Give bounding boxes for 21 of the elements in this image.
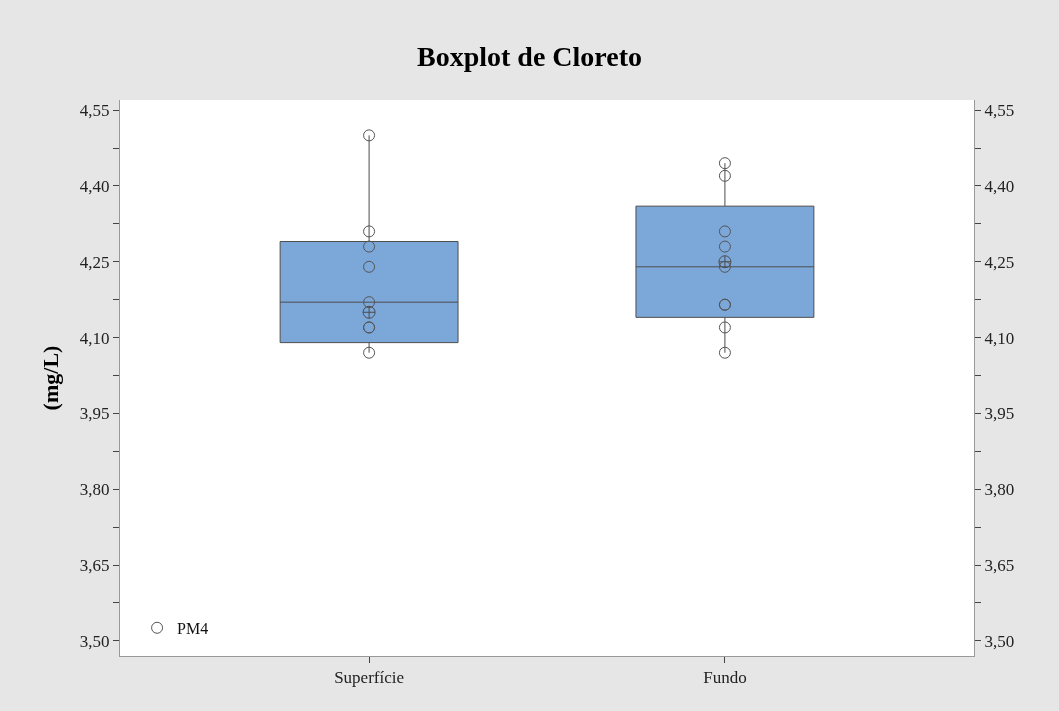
y-tick-label: 3,65 bbox=[79, 555, 110, 575]
y-tick-label: 4,10 bbox=[79, 328, 110, 348]
y2-tick-label: 4,40 bbox=[984, 176, 1015, 196]
y2-tick-label: 3,50 bbox=[984, 631, 1015, 651]
y2-tick-label: 4,25 bbox=[984, 252, 1015, 272]
y2-tick-label: 3,65 bbox=[984, 555, 1015, 575]
y-tick-label: 3,95 bbox=[79, 404, 110, 424]
y-tick-label: 4,55 bbox=[79, 101, 110, 121]
x-tick-label: Fundo bbox=[703, 668, 747, 688]
y-tick-label: 3,50 bbox=[79, 631, 110, 651]
y-tick-label: 4,40 bbox=[79, 176, 110, 196]
y2-tick-label: 4,10 bbox=[984, 328, 1015, 348]
chart-title: Boxplot de Cloreto bbox=[416, 40, 643, 72]
legend-label: PM4 bbox=[177, 620, 209, 638]
y2-tick-label: 4,55 bbox=[984, 101, 1015, 121]
y2-tick-label: 3,95 bbox=[984, 404, 1015, 424]
x-tick-label: Superfície bbox=[334, 668, 405, 688]
y-tick-label: 3,80 bbox=[79, 480, 110, 500]
y2-tick-label: 3,80 bbox=[984, 480, 1015, 500]
y-tick-label: 4,25 bbox=[79, 252, 110, 272]
y-axis-title: (mg/L) bbox=[37, 345, 63, 411]
